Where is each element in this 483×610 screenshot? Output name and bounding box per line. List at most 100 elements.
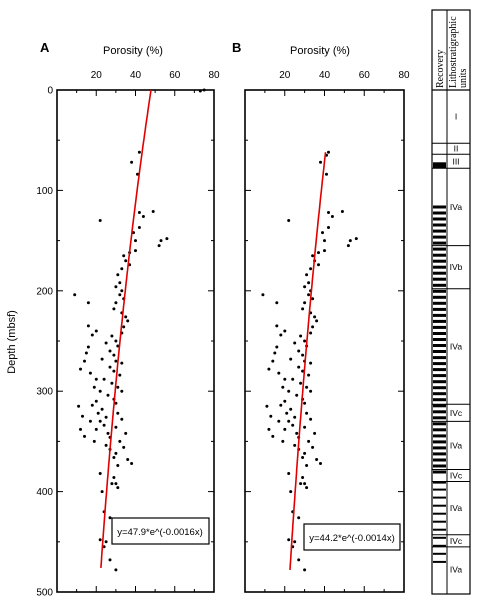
data-point: [118, 293, 122, 297]
column-frame: [431, 9, 471, 595]
data-point: [94, 399, 98, 403]
recovery-core: [433, 416, 446, 420]
data-point: [287, 389, 291, 393]
data-point: [271, 359, 275, 363]
data-point: [114, 568, 118, 572]
recovery-core: [433, 325, 446, 329]
data-point: [137, 211, 141, 214]
data-point: [348, 239, 352, 243]
data-point: [124, 259, 128, 263]
data-point: [98, 219, 102, 222]
units-header-line-2: units: [458, 68, 469, 88]
data-point: [283, 329, 287, 333]
panel-b-ticks: 20 40 60 80: [244, 70, 410, 593]
recovery-core: [433, 332, 446, 335]
data-point: [120, 389, 124, 393]
recovery-core: [433, 496, 446, 499]
data-point: [151, 210, 155, 213]
data-point: [317, 263, 320, 267]
data-point: [116, 486, 120, 490]
data-point: [311, 297, 315, 301]
data-point: [297, 349, 301, 353]
recovery-core: [433, 404, 446, 408]
data-point: [299, 482, 303, 486]
recovery-core: [433, 259, 446, 263]
data-point: [289, 490, 293, 494]
data-point: [297, 558, 301, 562]
recovery-core: [433, 289, 446, 293]
panel-b-equation-box: [303, 523, 401, 551]
data-point: [104, 540, 108, 544]
data-point: [112, 369, 116, 373]
data-point: [317, 251, 320, 255]
data-point: [325, 172, 328, 176]
unit-label: IVa: [450, 342, 462, 352]
data-point: [116, 464, 120, 467]
panel-b-fit-line: [289, 152, 327, 570]
data-point: [265, 404, 269, 408]
data-point: [104, 341, 108, 345]
data-point: [283, 377, 287, 381]
recovery-core: [433, 392, 446, 396]
data-point: [108, 349, 112, 353]
recovery-core: [433, 313, 446, 317]
data-point: [90, 403, 94, 407]
recovery-core: [433, 319, 446, 323]
recovery-core: [433, 428, 446, 432]
data-point: [116, 344, 120, 348]
data-point: [327, 150, 330, 154]
data-point: [122, 445, 126, 449]
data-point: [287, 419, 291, 423]
data-point: [130, 462, 134, 465]
data-point: [301, 307, 305, 311]
data-point: [108, 516, 112, 520]
data-point: [90, 333, 94, 337]
data-point: [330, 215, 334, 218]
recovery-core: [433, 368, 446, 372]
recovery-core: [433, 520, 446, 523]
data-point: [159, 239, 163, 243]
data-point: [323, 249, 326, 253]
data-point: [301, 476, 305, 479]
unit-label: IVa: [450, 202, 462, 212]
data-point: [289, 407, 293, 411]
y-tick-label: 400: [36, 487, 53, 498]
recovery-core: [433, 253, 446, 257]
panel-a-fit-line: [100, 89, 152, 568]
panel-a-equation-box: [111, 517, 210, 545]
data-point: [98, 419, 102, 423]
x-tick-label: 40: [130, 70, 142, 81]
data-point: [299, 381, 303, 385]
data-point: [124, 315, 128, 319]
data-point: [287, 219, 291, 222]
recovery-core: [433, 536, 446, 539]
data-point: [307, 293, 311, 297]
stratigraphic-column: Recovery Lithostratigraphic units IIIIII…: [431, 9, 471, 595]
data-point: [275, 324, 279, 328]
data-point: [313, 431, 317, 435]
data-point: [301, 456, 305, 459]
data-point: [126, 458, 130, 461]
recovery-core: [433, 452, 446, 456]
recovery-core: [433, 380, 446, 384]
data-point: [120, 267, 124, 271]
data-point: [114, 285, 118, 289]
unit-label: IVa: [450, 503, 462, 513]
data-point: [122, 254, 126, 258]
recovery-core: [433, 344, 446, 347]
data-point: [108, 558, 112, 562]
data-point: [301, 369, 305, 373]
data-point: [104, 415, 108, 419]
data-point: [271, 434, 275, 438]
recovery-core: [433, 265, 446, 269]
data-point: [315, 319, 319, 323]
recovery-core: [433, 205, 446, 209]
data-point: [287, 472, 291, 475]
data-point: [309, 417, 313, 421]
data-point: [309, 331, 313, 335]
unit-label: IVc: [450, 536, 463, 546]
data-point: [297, 365, 301, 369]
data-point: [94, 427, 98, 431]
recovery-core: [433, 374, 446, 378]
data-point: [81, 414, 84, 418]
